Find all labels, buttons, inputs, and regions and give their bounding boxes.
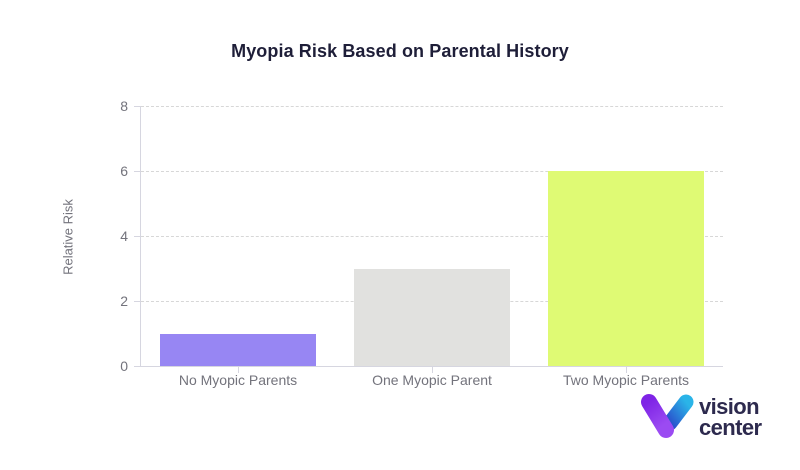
y-tick-label-4: 4 bbox=[120, 228, 128, 244]
bar-two-myopic-parents bbox=[548, 171, 704, 366]
logo-line2: center bbox=[699, 415, 762, 440]
y-tick-mark-2 bbox=[134, 300, 141, 302]
gridline-y6 bbox=[141, 170, 723, 172]
vision-center-v-icon bbox=[641, 394, 694, 438]
logo-line1: vision bbox=[699, 394, 760, 419]
y-tick-label-2: 2 bbox=[120, 293, 128, 309]
chart-title: Myopia Risk Based on Parental History bbox=[231, 41, 569, 61]
x-tick-label-no-myopic-parents: No Myopic Parents bbox=[178, 372, 298, 388]
vision-center-logo[interactable]: vision center bbox=[640, 393, 762, 441]
y-tick-mark-4 bbox=[134, 235, 141, 237]
y-tick-mark-6 bbox=[134, 170, 141, 172]
y-tick-label-6: 6 bbox=[120, 163, 128, 179]
x-tick-mark-one-myopic-parent bbox=[431, 366, 433, 373]
bar-no-myopic-parents bbox=[160, 333, 316, 366]
x-tick-mark-two-myopic-parents bbox=[625, 366, 627, 373]
y-tick-mark-0 bbox=[134, 365, 141, 367]
bar-one-myopic-parent bbox=[354, 268, 510, 366]
plot-area: 0 2 4 6 8 No Myopic Parents One Myopic Parent T… bbox=[120, 99, 723, 388]
x-tick-mark-no-myopic-parents bbox=[237, 366, 239, 373]
gridline-y8 bbox=[141, 105, 723, 107]
y-axis-title: Relative Risk bbox=[60, 199, 76, 275]
y-tick-mark-8 bbox=[134, 105, 141, 107]
x-tick-label-one-myopic-parent: One Myopic Parent bbox=[372, 372, 492, 388]
logo-text: vision center bbox=[699, 394, 762, 440]
y-tick-label-8: 8 bbox=[120, 98, 128, 114]
gridline-y4 bbox=[141, 235, 723, 237]
y-tick-label-0: 0 bbox=[120, 358, 128, 374]
x-tick-label-two-myopic-parents: Two Myopic Parents bbox=[562, 372, 690, 388]
